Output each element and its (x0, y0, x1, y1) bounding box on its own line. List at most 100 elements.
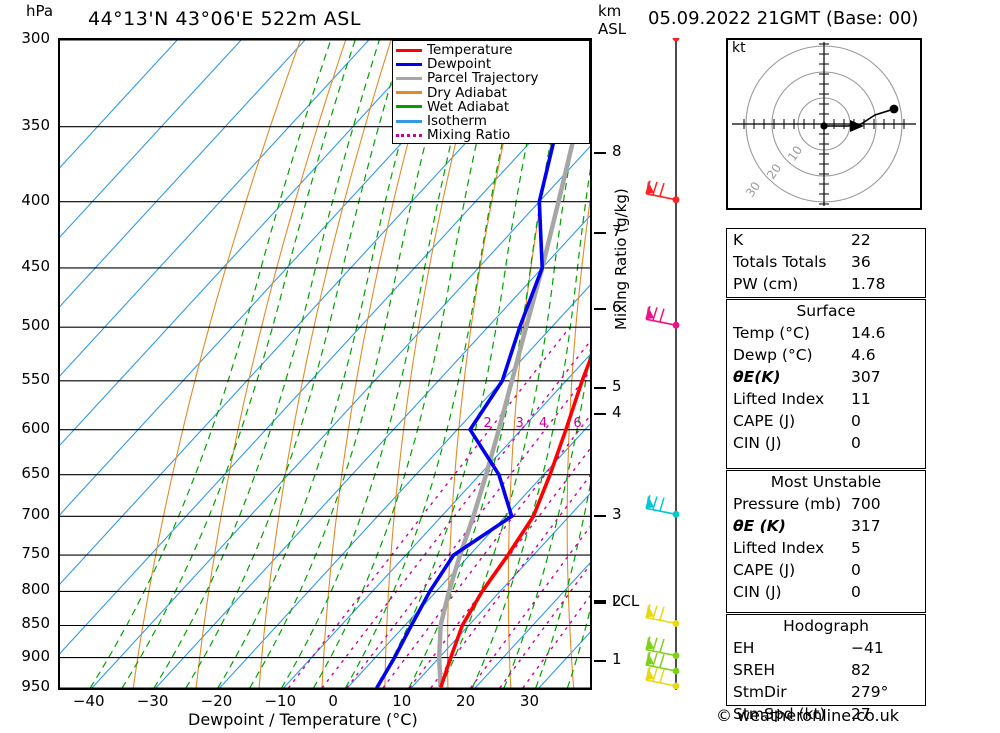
panel-title: Hodograph (783, 617, 869, 635)
dry-adiabat-line (321, 40, 437, 688)
row-key: θE (K) (733, 517, 786, 535)
mixing-ratio-label: 3 (515, 415, 524, 431)
row-value: 0 (851, 434, 861, 452)
table-row: StmDir 279° (727, 681, 925, 703)
skewt-svg (60, 40, 590, 688)
pressure-axis-unit: hPa (26, 2, 54, 20)
legend-swatch-parcel (396, 76, 422, 80)
pressure-tick-label: 950 (21, 677, 50, 695)
table-row: K 22 (727, 229, 925, 251)
mixing-ratio-line (321, 340, 590, 688)
row-key: EH (733, 639, 755, 657)
pressure-tick-label: 300 (21, 29, 50, 47)
row-value: 0 (851, 561, 861, 579)
legend-swatch-mixing-ratio (396, 133, 422, 137)
legend-swatch-temperature (396, 48, 422, 52)
row-key: K (733, 231, 744, 249)
wind-barb-flag (646, 180, 654, 194)
legend-swatch-dewpoint (396, 62, 422, 66)
row-value: 22 (851, 231, 871, 249)
wind-barb (645, 636, 680, 659)
height-tick-label: 2 (612, 592, 622, 610)
mixing-ratio-axis-title: Mixing Ratio (g/kg) (612, 188, 630, 330)
table-row: EH −41 (727, 637, 925, 659)
wind-barb-feather (652, 181, 658, 196)
wind-barb-flag (646, 636, 654, 650)
isotherm-line (60, 40, 306, 308)
wind-barb-feather (659, 638, 665, 653)
table-row: Lifted Index 11 (727, 388, 925, 410)
hodograph-stats-panel: Hodograph EH −41 SREH 82 StmDir 279° Stm… (726, 614, 926, 723)
row-key: StmSpd (kt) (733, 705, 826, 723)
dewpoint-curve (375, 70, 590, 688)
hodograph-svg: 10 20 30 (732, 42, 916, 206)
row-value: −41 (851, 639, 884, 657)
legend-item: Dewpoint (396, 57, 586, 71)
isotherm-line (60, 40, 434, 446)
legend-label: Dewpoint (427, 56, 492, 73)
row-value: 11 (851, 390, 871, 408)
wind-barb (645, 495, 680, 518)
isotherm-line (60, 40, 242, 238)
row-value: 5 (851, 539, 861, 557)
height-axis-unit-asl: ASL (598, 20, 627, 38)
mixing-ratio-line (499, 563, 590, 688)
row-key: StmDir (733, 683, 787, 701)
pressure-tick-label: 700 (21, 505, 50, 524)
height-tick-label: 4 (612, 403, 622, 421)
wind-barb-feather (659, 606, 665, 621)
row-key: Temp (°C) (733, 324, 810, 342)
wind-barb-flag (646, 667, 654, 680)
wet-adiabat-line (503, 347, 590, 688)
table-row: CIN (J) 0 (727, 432, 925, 454)
wind-barb-feather (659, 669, 665, 683)
isotherm-line (60, 76, 590, 655)
wind-barb-shaft (645, 648, 677, 657)
legend-swatch-wet-adiabat (396, 105, 422, 109)
dry-adiabat-line (258, 40, 392, 688)
wet-adiabat-line (121, 40, 356, 688)
wind-barb-shaft (645, 679, 677, 687)
table-row: CAPE (J) 0 (727, 559, 925, 581)
isotherm-line (60, 40, 370, 377)
height-tick-mark (594, 152, 606, 154)
legend-item: Dry Adiabat (396, 85, 586, 100)
legend-label: Temperature (427, 42, 513, 58)
parcel-trajectory-curve (436, 64, 590, 688)
temperature-tick-label: −40 (72, 692, 105, 710)
wind-barb-dot (672, 38, 680, 42)
wet-adiabat-line (185, 40, 405, 688)
wet-adiabat-line (312, 40, 502, 688)
dry-adiabat-line (566, 197, 590, 688)
dry-adiabat-line (447, 40, 528, 688)
mixing-ratio-line (346, 370, 590, 688)
table-row: Totals Totals 36 (727, 251, 925, 273)
temperature-tick-label: −20 (200, 692, 233, 710)
table-row: θE(K) 307 (727, 366, 925, 388)
row-key: Lifted Index (733, 390, 825, 408)
temperature-tick-label: −30 (136, 692, 169, 710)
row-value: 279° (851, 683, 889, 701)
height-tick-mark (594, 232, 606, 234)
hodograph-ring-label: 30 (743, 179, 763, 200)
pressure-tick-label: 900 (21, 646, 50, 665)
legend-label: Wet Adiabat (427, 98, 510, 115)
height-tick-label: 1 (612, 650, 622, 668)
wind-barb (645, 666, 680, 690)
wind-barb-shaft (645, 192, 677, 201)
panel-title: Surface (796, 302, 856, 320)
row-key: Dewp (°C) (733, 346, 813, 364)
wind-barb (645, 651, 680, 675)
temperature-tick-label: 20 (456, 692, 476, 710)
wind-barb-strip (645, 38, 680, 690)
row-value: 36 (851, 253, 871, 271)
wind-barb-feather (659, 654, 665, 668)
hodograph-ring-label: 20 (764, 161, 784, 182)
pressure-tick-label: 650 (21, 463, 50, 482)
height-tick-mark (594, 660, 606, 662)
height-tick-label: 3 (612, 505, 622, 523)
isotherm-line (60, 40, 497, 516)
table-row: SREH 82 (727, 659, 925, 681)
indices-panel: K 22 Totals Totals 36 PW (cm) 1.78 (726, 228, 926, 298)
page-title: 44°13'N 43°06'E 522m ASL (88, 8, 361, 30)
